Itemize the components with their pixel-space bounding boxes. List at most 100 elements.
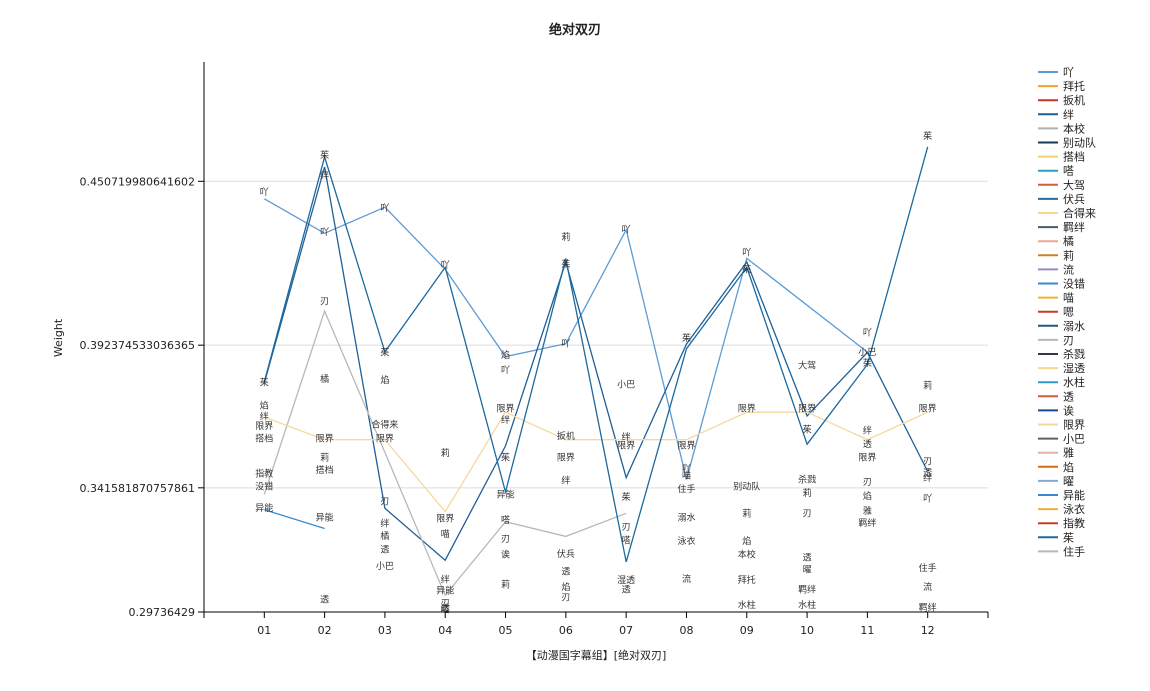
legend-item[interactable]: 拜托 [1038, 79, 1085, 93]
legend-item[interactable]: 茱 [1038, 531, 1074, 544]
legend-item[interactable]: 住手 [1038, 544, 1085, 558]
legend-item[interactable]: 嗯 [1038, 306, 1074, 319]
point-label: 限界 [497, 404, 515, 415]
legend-item[interactable]: 透 [1038, 390, 1074, 403]
legend-item[interactable]: 异能 [1038, 488, 1085, 502]
point-labels: 茱焰绊限界搭档指教没错异能吖茱绊吖刃橘限界莉搭档异能透吖茱焰合得来限界刃绊橘透小… [255, 131, 936, 616]
point-label: 吖 [622, 224, 631, 235]
x-tick-label: 10 [800, 624, 814, 637]
point-label: 绊 [863, 424, 872, 436]
point-label: 喵 [441, 529, 450, 540]
legend-item[interactable]: 焰 [1038, 460, 1074, 474]
point-label: 异能 [316, 511, 334, 523]
legend-item[interactable]: 绊 [1038, 107, 1074, 121]
legend-label: 溺水 [1063, 320, 1085, 333]
point-label: 扳机 [557, 430, 575, 442]
legend-item[interactable]: 搭档 [1038, 150, 1085, 164]
point-label: 限界 [617, 440, 635, 451]
x-tick-label: 01 [257, 624, 271, 637]
series-line-吖 [263, 198, 868, 480]
legend-item[interactable]: 雅 [1038, 446, 1074, 460]
point-label: 刃 [863, 478, 872, 488]
legend-item[interactable]: 刃 [1038, 334, 1074, 347]
point-label: 小巴 [617, 380, 635, 391]
point-label: 住手 [677, 483, 695, 495]
legend-label: 合得来 [1063, 206, 1096, 220]
legend-item[interactable]: 伏兵 [1038, 192, 1085, 206]
legend-item[interactable]: 羁绊 [1038, 220, 1085, 234]
point-label: 刃 [561, 594, 570, 604]
legend-label: 大驾 [1063, 178, 1085, 192]
legend-item[interactable]: 本校 [1038, 121, 1085, 135]
legend-item[interactable]: 湿透 [1038, 362, 1085, 375]
point-label: 限界 [677, 440, 695, 451]
legend-item[interactable]: 橘 [1038, 235, 1074, 248]
legend-item[interactable]: 指教 [1038, 516, 1085, 530]
point-label: 茱 [320, 150, 329, 161]
point-label: 透 [561, 567, 570, 578]
point-label: 吖 [501, 365, 510, 376]
y-axis: 0.450719980641602 0.392374533036365 0.3415… [80, 62, 205, 619]
legend-item[interactable]: 小巴 [1038, 433, 1085, 446]
y-tick-label: 0.450719980641602 [80, 175, 195, 188]
point-label: 透 [320, 595, 329, 606]
point-label: 刃 [320, 297, 329, 307]
point-label: 茱 [260, 378, 269, 389]
point-label: 绊 [923, 472, 932, 484]
legend-item[interactable]: 大驾 [1038, 178, 1085, 192]
legend-item[interactable]: 扳机 [1038, 93, 1085, 107]
point-label: 焰 [501, 349, 510, 361]
legend-item[interactable]: 吖 [1038, 66, 1074, 79]
legend-label: 嗯 [1063, 306, 1074, 319]
x-tick-label: 03 [378, 624, 392, 637]
legend-item[interactable]: 莉 [1038, 249, 1074, 262]
point-label: 限界 [738, 404, 756, 415]
legend-item[interactable]: 杀戮 [1038, 347, 1085, 361]
legend-label: 扳机 [1063, 93, 1085, 107]
gridlines [204, 180, 988, 489]
point-label: 湿透 [617, 575, 635, 586]
point-label: 诶 [501, 548, 510, 560]
point-label: 透 [863, 439, 872, 450]
legend-item[interactable]: 别动队 [1038, 136, 1096, 150]
x-tick-label: 02 [318, 624, 332, 637]
point-label: 绊 [320, 169, 329, 181]
point-label: 茱 [742, 264, 751, 275]
point-label: 透 [923, 467, 932, 478]
legend-label: 指教 [1063, 516, 1085, 530]
legend-label: 异能 [1063, 488, 1085, 502]
legend-item[interactable]: 曜 [1038, 475, 1074, 488]
x-tick-label: 12 [921, 624, 935, 637]
point-label: 莉 [320, 451, 329, 463]
point-label: 杀戮 [798, 474, 816, 486]
x-axis: 01 02 03 04 05 06 07 08 09 10 11 12 [203, 611, 989, 637]
point-label: 茱 [682, 333, 691, 344]
legend-item[interactable]: 嗒 [1038, 165, 1074, 178]
legend-item[interactable]: 泳衣 [1038, 502, 1085, 516]
point-label: 嗒 [622, 536, 631, 547]
point-label: 曜 [803, 564, 812, 575]
point-label: 莉 [561, 231, 570, 243]
legend-item[interactable]: 水柱 [1038, 375, 1085, 389]
point-label: 焰 [863, 490, 872, 502]
y-tick-label: 0.29736429 [129, 606, 195, 619]
point-label: 莉 [742, 508, 751, 520]
legend-label: 没错 [1063, 277, 1085, 291]
legend-label: 别动队 [1063, 136, 1096, 150]
point-label: 搭档 [316, 464, 334, 476]
legend-item[interactable]: 喵 [1038, 292, 1074, 305]
point-label: 茱 [923, 131, 932, 142]
legend-item[interactable]: 流 [1038, 262, 1074, 276]
series-line-绊 [263, 166, 929, 562]
point-label: 嗒 [501, 515, 510, 526]
point-label: 指教 [255, 468, 273, 480]
legend-item[interactable]: 合得来 [1038, 206, 1096, 220]
legend-item[interactable]: 诶 [1038, 403, 1074, 417]
point-label: 橘 [320, 374, 329, 385]
legend-item[interactable]: 限界 [1038, 419, 1085, 432]
point-label: 没错 [255, 480, 273, 492]
legend-item[interactable]: 没错 [1038, 277, 1085, 291]
point-label: 限界 [255, 421, 273, 432]
legend-item[interactable]: 溺水 [1038, 320, 1085, 333]
point-label: 羁绊 [858, 517, 876, 529]
